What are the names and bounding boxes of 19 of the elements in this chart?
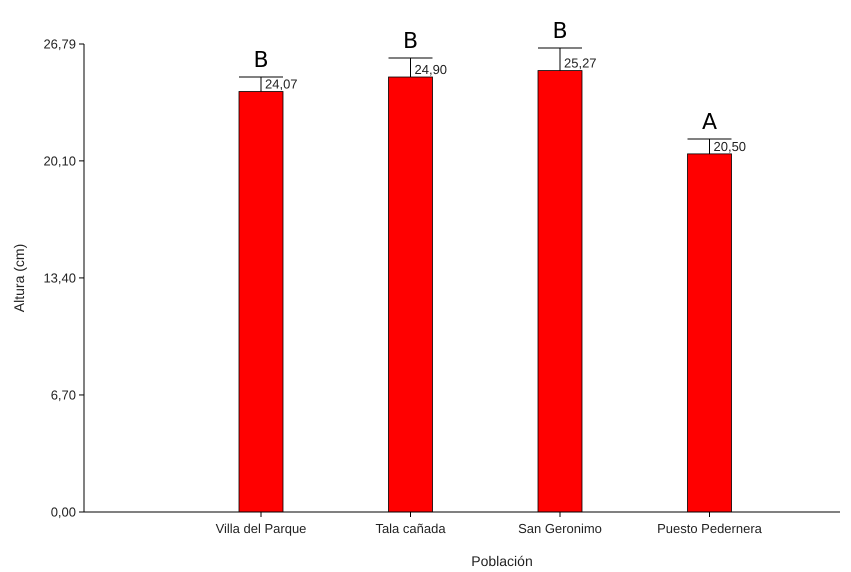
annotation: B xyxy=(253,48,269,74)
y-tick-label: 26,79 xyxy=(43,36,76,52)
y-tick-label: 0,00 xyxy=(50,504,76,520)
y-tick-label: 13,40 xyxy=(43,270,76,286)
annotation: A xyxy=(702,110,718,136)
y-axis-title: Altura (cm) xyxy=(11,244,27,312)
data-label: 24,90 xyxy=(414,62,448,78)
data-label: 25,27 xyxy=(564,56,597,71)
x-axis-title: Población xyxy=(471,553,533,569)
x-tick-label: San Geronimo xyxy=(518,521,602,536)
data-label: 24,07 xyxy=(265,76,298,92)
data-label: 20,50 xyxy=(714,138,746,154)
annotation: B xyxy=(552,19,568,44)
annotation: B xyxy=(402,28,418,54)
y-tick-label: 6,70 xyxy=(50,388,76,403)
x-tick-label: Puesto Pedernera xyxy=(657,521,763,536)
y-tick-label: 20,10 xyxy=(43,153,76,168)
x-tick-label: Tala cañada xyxy=(375,521,446,536)
x-tick-label: Villa del Parque xyxy=(216,521,306,536)
